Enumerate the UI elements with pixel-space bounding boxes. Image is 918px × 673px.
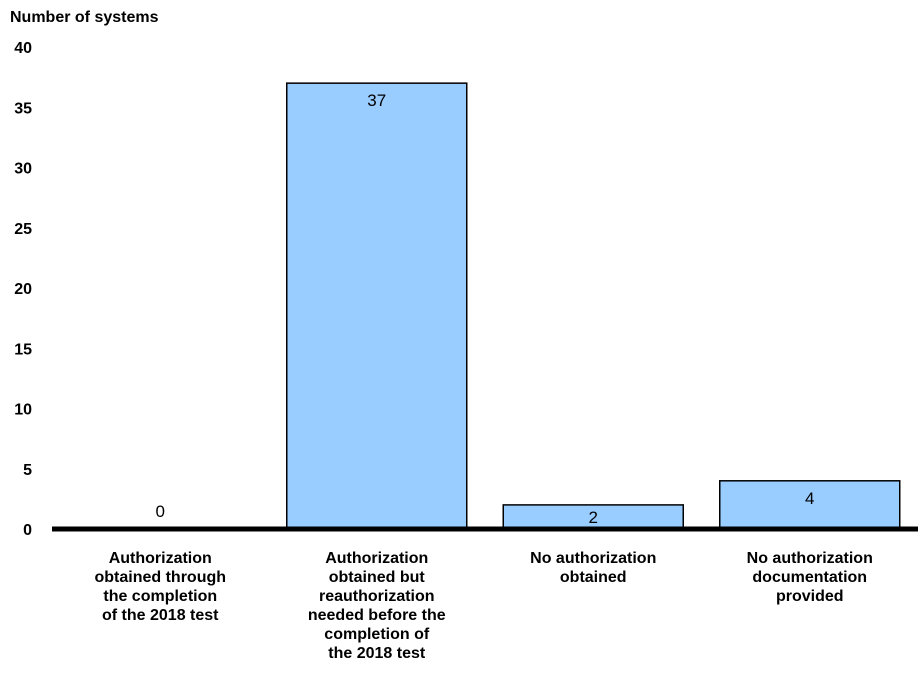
y-tick-label: 0 [23, 522, 32, 539]
category-label-line: No authorization [747, 550, 873, 567]
category-label: No authorization obtained [530, 550, 656, 586]
category-label-line: reauthorization [319, 588, 435, 605]
category-label-line: obtained [560, 569, 627, 586]
category-label-line: completion of [324, 626, 430, 643]
y-tick-label: 25 [14, 221, 32, 238]
category-label: Authorization obtained but reauthorization… [308, 550, 446, 662]
bar [286, 82, 468, 530]
data-label: 37 [367, 91, 386, 110]
data-label: 4 [805, 489, 814, 508]
category-label-line: obtained through [94, 569, 226, 586]
category-label: No authorization documentation provided [747, 550, 873, 605]
y-tick-label: 30 [14, 161, 32, 178]
y-axis-ticks: 0 5 10 15 20 25 30 35 40 [14, 40, 32, 539]
y-tick-label: 5 [23, 462, 32, 479]
category-label-line: of the 2018 test [102, 607, 219, 624]
y-tick-label: 40 [14, 40, 32, 57]
bars [286, 82, 901, 530]
data-label: 0 [156, 502, 165, 521]
bar [502, 504, 684, 530]
y-axis-label: Number of systems [10, 9, 159, 26]
category-label-line: needed before the [308, 607, 446, 624]
category-label-line: provided [776, 588, 844, 605]
y-tick-label: 15 [14, 341, 32, 358]
data-label: 2 [589, 508, 598, 527]
category-label-line: the 2018 test [328, 645, 426, 662]
y-tick-label: 20 [14, 281, 32, 298]
category-label-line: the completion [103, 588, 217, 605]
y-tick-label: 10 [14, 402, 32, 419]
bar [719, 480, 901, 530]
y-tick-label: 35 [14, 100, 32, 117]
category-label-line: Authorization [325, 550, 428, 567]
category-label-line: No authorization [530, 550, 656, 567]
category-label-line: obtained but [329, 569, 426, 586]
category-label: Authorization obtained through the complet… [94, 550, 226, 624]
data-labels: 0 37 2 4 [156, 91, 815, 527]
category-label-line: Authorization [109, 550, 212, 567]
category-label-line: documentation [752, 569, 867, 586]
category-labels: Authorization obtained through the complet… [94, 550, 872, 662]
